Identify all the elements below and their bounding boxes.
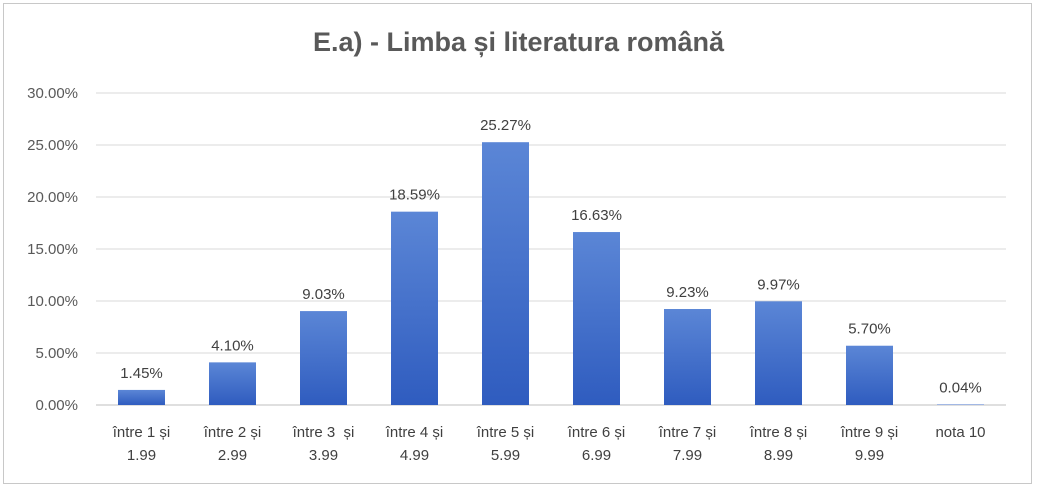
y-tick-label: 5.00% xyxy=(35,345,78,362)
data-label: 25.27% xyxy=(480,117,531,134)
category-label: 7.99 xyxy=(673,447,702,464)
category-label: 6.99 xyxy=(582,447,611,464)
data-labels: 1.45% 4.10% 9.03% 18.59% 25.27% 16.63% 9.23% 9.… xyxy=(120,117,982,396)
y-axis-ticks: 0.00% 5.00% 10.00% 15.00% 20.00% 25.00% 30.00% xyxy=(27,85,78,414)
category-label: nota 10 xyxy=(935,424,985,441)
category-label: 2.99 xyxy=(218,447,247,464)
chart-title: E.a) - Limba și literatura română xyxy=(312,27,725,57)
bar xyxy=(573,232,620,405)
category-label: 1.99 xyxy=(127,447,156,464)
category-label: între 8 și xyxy=(749,424,808,441)
bar xyxy=(209,362,256,405)
category-label: între 6 și xyxy=(567,424,626,441)
data-label: 4.10% xyxy=(211,337,254,354)
bar xyxy=(300,311,347,405)
bar xyxy=(482,142,529,405)
bar xyxy=(391,211,438,405)
data-label: 16.63% xyxy=(571,207,622,224)
category-label: între 2 și xyxy=(203,424,262,441)
data-label: 9.03% xyxy=(302,286,345,303)
data-label: 9.23% xyxy=(666,284,709,301)
y-tick-label: 20.00% xyxy=(27,189,78,206)
bar xyxy=(846,345,893,405)
data-label: 0.04% xyxy=(939,380,982,397)
gridlines xyxy=(96,92,1006,406)
category-label: între 1 și xyxy=(112,424,171,441)
bar xyxy=(664,309,711,405)
category-label: 9.99 xyxy=(855,447,884,464)
bar xyxy=(937,404,984,405)
y-tick-label: 15.00% xyxy=(27,241,78,258)
category-labels: între 1 și 1.99 între 2 și 2.99 între 3 și 3.… xyxy=(112,424,986,464)
data-label: 9.97% xyxy=(757,276,800,293)
y-tick-label: 25.00% xyxy=(27,137,78,154)
data-label: 5.70% xyxy=(848,321,891,338)
category-label: între 9 și xyxy=(840,424,899,441)
category-label: între 5 și xyxy=(476,424,535,441)
y-tick-label: 0.00% xyxy=(35,397,78,414)
category-label: între 7 și xyxy=(658,424,717,441)
category-label: între 3 și xyxy=(292,424,355,441)
category-label: 3.99 xyxy=(309,447,338,464)
data-label: 18.59% xyxy=(389,187,440,204)
category-label: 4.99 xyxy=(400,447,429,464)
y-tick-label: 30.00% xyxy=(27,85,78,102)
bars xyxy=(118,142,984,405)
data-label: 1.45% xyxy=(120,365,163,382)
bar xyxy=(118,389,165,405)
category-label: între 4 și xyxy=(385,424,444,441)
y-tick-label: 10.00% xyxy=(27,293,78,310)
category-label: 8.99 xyxy=(764,447,793,464)
bar xyxy=(755,301,802,405)
category-label: 5.99 xyxy=(491,447,520,464)
